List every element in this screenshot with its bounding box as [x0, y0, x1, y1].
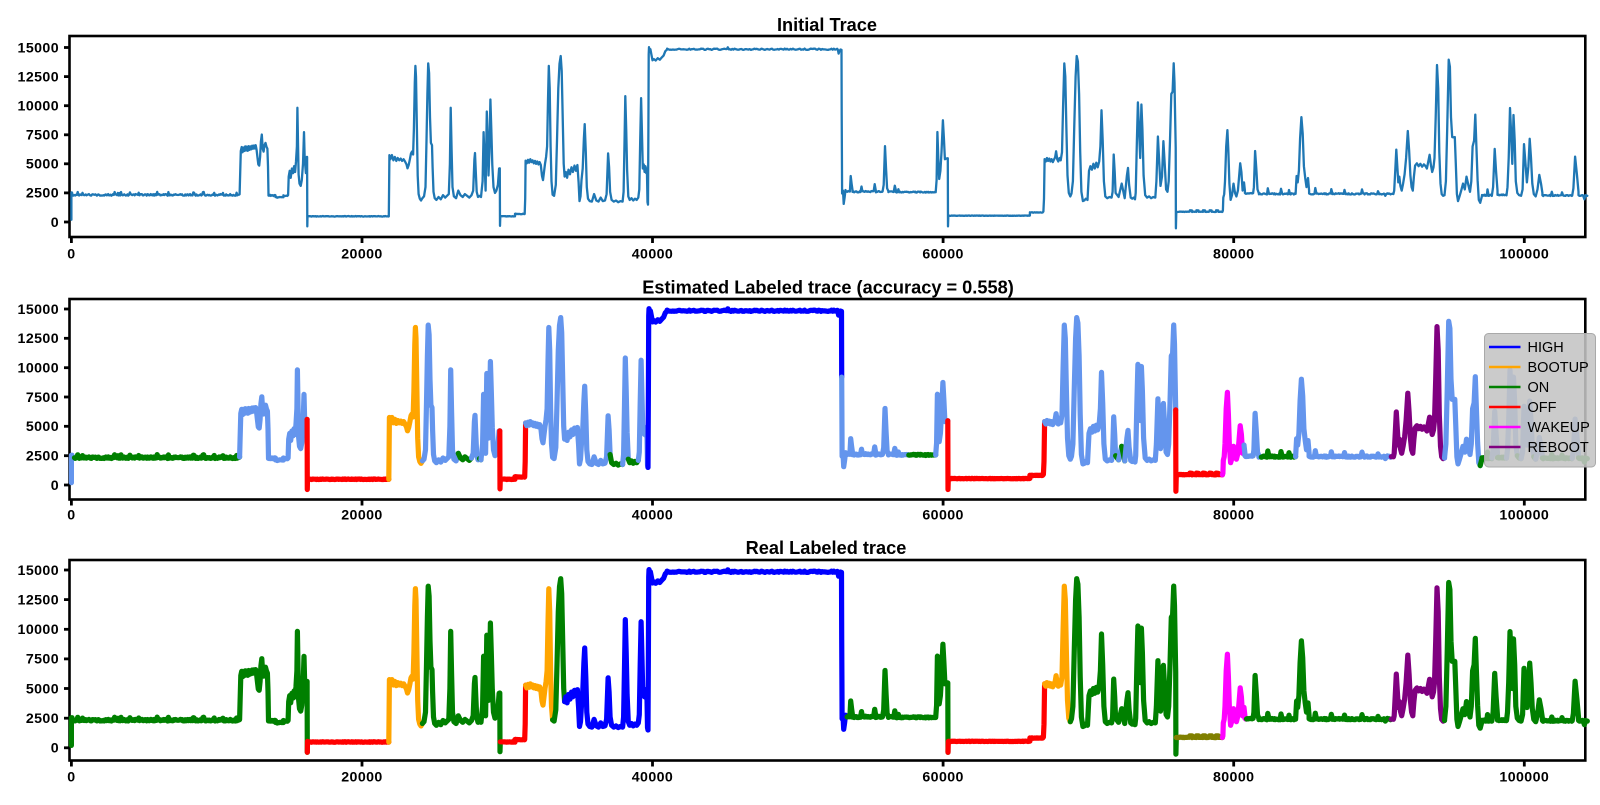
svg-text:10000: 10000: [18, 99, 59, 115]
svg-text:40000: 40000: [632, 770, 673, 786]
svg-text:60000: 60000: [922, 770, 963, 786]
svg-text:40000: 40000: [632, 508, 673, 524]
svg-text:10000: 10000: [18, 622, 59, 638]
svg-text:7500: 7500: [26, 652, 59, 668]
svg-text:80000: 80000: [1213, 770, 1254, 786]
svg-text:5000: 5000: [26, 681, 59, 697]
svg-text:20000: 20000: [341, 247, 382, 263]
svg-text:Estimated Labeled trace (accur: Estimated Labeled trace (accuracy = 0.55…: [642, 278, 1014, 298]
svg-text:15000: 15000: [18, 563, 59, 579]
svg-text:0: 0: [51, 478, 59, 494]
svg-text:0: 0: [51, 741, 59, 757]
svg-text:10000: 10000: [18, 361, 59, 377]
svg-text:7500: 7500: [26, 128, 59, 144]
svg-text:5000: 5000: [26, 419, 59, 435]
svg-text:7500: 7500: [26, 390, 59, 406]
svg-text:0: 0: [51, 215, 59, 231]
svg-text:5000: 5000: [26, 157, 59, 173]
svg-text:ON: ON: [1528, 380, 1550, 396]
svg-text:60000: 60000: [922, 508, 963, 524]
svg-text:20000: 20000: [341, 770, 382, 786]
svg-text:0: 0: [67, 247, 75, 263]
svg-text:80000: 80000: [1213, 508, 1254, 524]
svg-text:100000: 100000: [1499, 508, 1549, 524]
svg-text:REBOOT: REBOOT: [1528, 440, 1589, 456]
svg-text:Real Labeled trace: Real Labeled trace: [746, 538, 907, 558]
svg-text:12500: 12500: [18, 592, 59, 608]
svg-text:0: 0: [67, 770, 75, 786]
svg-text:WAKEUP: WAKEUP: [1528, 420, 1590, 436]
svg-text:100000: 100000: [1499, 770, 1549, 786]
svg-text:0: 0: [67, 508, 75, 524]
svg-text:15000: 15000: [18, 302, 59, 318]
svg-text:80000: 80000: [1213, 247, 1254, 263]
svg-text:Initial Trace: Initial Trace: [777, 15, 877, 35]
svg-text:2500: 2500: [26, 186, 59, 202]
svg-text:15000: 15000: [18, 40, 59, 56]
svg-text:12500: 12500: [18, 69, 59, 85]
svg-text:40000: 40000: [632, 247, 673, 263]
svg-text:2500: 2500: [26, 711, 59, 727]
svg-text:12500: 12500: [18, 331, 59, 347]
svg-text:OFF: OFF: [1528, 400, 1557, 416]
svg-text:20000: 20000: [341, 508, 382, 524]
svg-text:60000: 60000: [922, 247, 963, 263]
svg-text:HIGH: HIGH: [1528, 340, 1564, 356]
svg-text:100000: 100000: [1499, 247, 1549, 263]
svg-text:2500: 2500: [26, 449, 59, 465]
svg-text:BOOTUP: BOOTUP: [1528, 360, 1589, 376]
